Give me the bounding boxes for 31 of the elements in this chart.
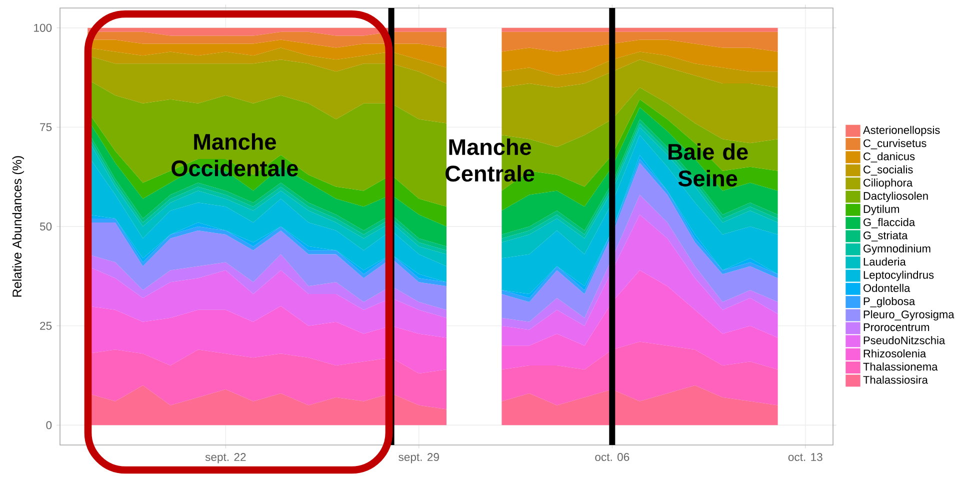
- legend-label: Dytilum: [864, 204, 900, 216]
- annotation: Manche Occidentale: [172, 133, 298, 176]
- legend-label: C_danicus: [864, 152, 915, 162]
- legend-label: Gymnodinium: [864, 244, 930, 255]
- legend-label: C_socialis: [864, 165, 913, 176]
- legend-label: PseudoNitzschia: [864, 336, 946, 344]
- x-tick-label: sept. 22: [205, 453, 246, 464]
- legend-label: P_globosa: [864, 297, 916, 308]
- legend-label: C_curvisetus: [864, 139, 926, 150]
- legend-label: Pleuro_Gyrosigma: [864, 310, 954, 321]
- y-tick-label: 25: [40, 322, 52, 330]
- legend-label: Asterionellopsis: [863, 126, 940, 136]
- x-tick-label: oct. 13: [788, 453, 822, 462]
- y-axis-title: Relative Abundances (%): [12, 156, 24, 297]
- legend-label: Leptocylindrus: [864, 270, 934, 281]
- y-tick-label: 0: [46, 421, 52, 430]
- legend-label: Prorocentrum: [864, 323, 930, 332]
- y-tick-label: 100: [34, 24, 52, 32]
- legend-label: Thalassiosira: [863, 376, 928, 384]
- legend-label: Dactyliosolen: [864, 192, 928, 202]
- legend-label: G_flaccida: [864, 218, 916, 228]
- x-tick-label: sept. 29: [398, 453, 439, 464]
- y-tick-label: 50: [40, 222, 52, 230]
- legend-label: Rhizosolenia: [864, 349, 926, 358]
- legend-label: G_striata: [864, 231, 908, 242]
- legend-label: Lauderia: [864, 258, 906, 266]
- legend-label: Thalassionema: [863, 362, 938, 371]
- x-tick-label: oct. 06: [595, 453, 630, 462]
- y-tick-label: 75: [40, 123, 52, 132]
- legend-label: Odontella: [864, 284, 910, 292]
- legend-label: Ciliophora: [864, 178, 913, 189]
